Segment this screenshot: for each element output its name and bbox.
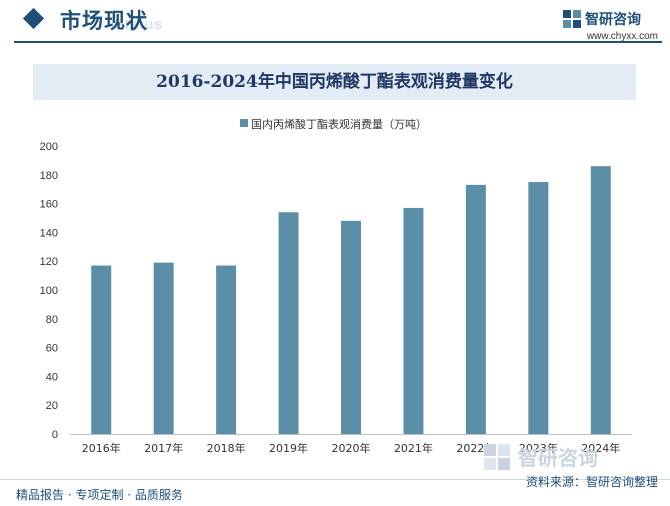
x-tick-label: 2016年 xyxy=(82,441,121,455)
y-tick-label: 120 xyxy=(40,256,58,268)
footer-slogan: 精品报告 · 专项定制 · 品质服务 xyxy=(16,488,183,502)
bar xyxy=(153,262,174,434)
y-tick-label: 180 xyxy=(40,170,58,182)
y-tick-label: 100 xyxy=(40,285,58,297)
watermark-text: 智研咨询 xyxy=(518,446,598,470)
y-tick-label: 80 xyxy=(46,314,58,326)
section-subtitle: Status xyxy=(114,16,163,33)
bar xyxy=(528,182,549,434)
y-tick-label: 200 xyxy=(40,141,58,153)
section-title: 市场现状 xyxy=(60,8,148,33)
brand-url: www.chyxx.com xyxy=(586,31,658,42)
x-tick-label: 2019年 xyxy=(269,441,308,455)
legend-swatch xyxy=(240,119,248,127)
brand: 智研咨询 www.chyxx.com xyxy=(562,7,658,42)
header-divider xyxy=(14,41,662,43)
brand-logo-icon xyxy=(563,10,581,28)
bar xyxy=(91,265,112,434)
bar xyxy=(465,184,486,434)
legend-label: 国内丙烯酸丁酯表观消费量（万吨） xyxy=(251,118,427,131)
y-tick-label: 0 xyxy=(52,429,58,441)
chart-title: 2016-2024年中国丙烯酸丁酯表观消费量变化 xyxy=(156,72,513,92)
bar xyxy=(403,207,424,434)
x-tick-label: 2021年 xyxy=(394,441,433,455)
bar xyxy=(216,265,237,434)
y-tick-label: 40 xyxy=(46,371,58,383)
header: Status 市场现状 智研咨询 www.chyxx.com xyxy=(0,0,670,44)
watermark-logo-icon: 智研咨询 xyxy=(484,444,598,470)
bar xyxy=(341,220,361,434)
x-tick-label: 2023年 xyxy=(519,441,558,455)
x-tick-label: 2024年 xyxy=(581,441,620,455)
bar xyxy=(590,166,611,434)
y-tick-label: 20 xyxy=(46,400,58,412)
brand-name: 智研咨询 xyxy=(585,12,641,28)
y-tick-label: 160 xyxy=(40,199,58,211)
x-tick-label: 2020年 xyxy=(332,441,371,455)
y-tick-label: 140 xyxy=(40,227,58,239)
x-tick-label: 2017年 xyxy=(144,441,183,455)
footer-divider xyxy=(0,479,670,480)
chart-title-band: 2016-2024年中国丙烯酸丁酯表观消费量变化 xyxy=(33,64,636,100)
y-tick-label: 60 xyxy=(46,343,58,355)
x-tick-label: 2018年 xyxy=(207,441,246,455)
source-note: 资料来源：智研咨询整理 xyxy=(525,475,658,489)
bar xyxy=(278,212,299,434)
